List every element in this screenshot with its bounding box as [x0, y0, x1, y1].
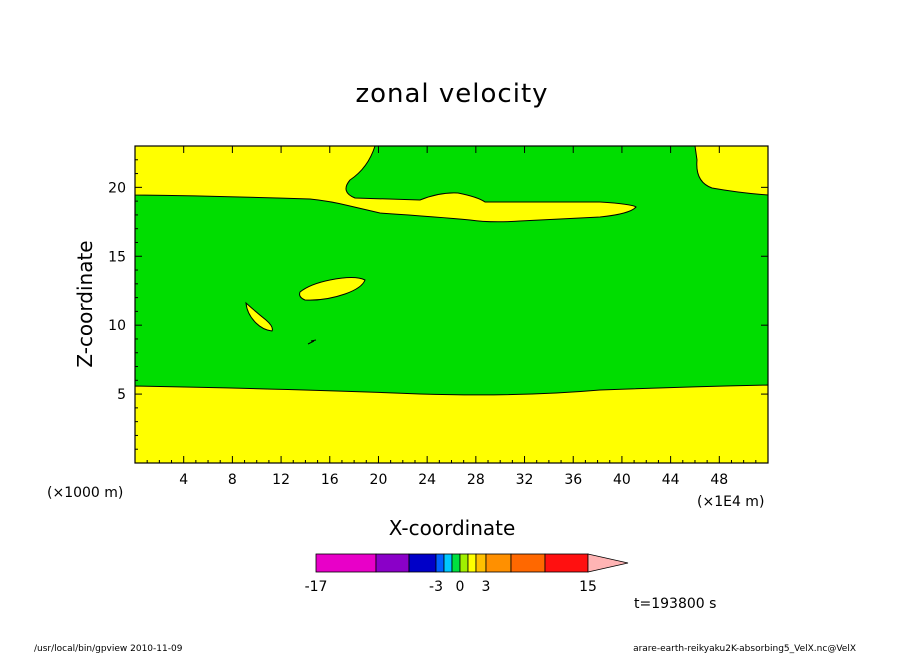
colorbar-tick-label: 15	[579, 579, 597, 595]
x-tick-label: 36	[564, 472, 582, 488]
x-tick-label: 4	[179, 472, 188, 488]
colorbar	[315, 553, 629, 573]
colorbar-segment	[315, 553, 377, 573]
colorbar-segment	[510, 553, 546, 573]
x-unit-left: (×1000 m)	[47, 485, 123, 501]
colorbar-segment	[544, 553, 589, 573]
chart-title: zonal velocity	[355, 79, 548, 109]
x-tick-label: 28	[467, 472, 485, 488]
lower-band-region	[134, 384, 769, 464]
x-tick-label: 12	[272, 472, 290, 488]
footer-left: /usr/local/bin/gpview 2010-11-09	[34, 644, 183, 654]
x-tick-label: 16	[321, 472, 339, 488]
time-label: t=193800 s	[634, 596, 716, 612]
y-tick-label: 20	[108, 180, 126, 196]
x-tick-label: 24	[418, 472, 436, 488]
colorbar-arrow	[587, 553, 629, 573]
colorbar-segment	[467, 553, 477, 573]
x-tick-labels: 4 8 12 16 20 24 28 32 36 40 44 48	[179, 472, 728, 488]
colorbar-segment	[443, 553, 453, 573]
y-axis-label: Z-coordinate	[73, 240, 97, 367]
colorbar-segment	[408, 553, 437, 573]
y-tick-label: 5	[117, 387, 126, 403]
y-tick-label: 10	[108, 318, 126, 334]
colorbar-segment	[459, 553, 469, 573]
y-tick-marks	[135, 159, 768, 450]
colorbar-tick-label: -3	[429, 579, 443, 595]
colorbar-tick-label: 0	[456, 579, 465, 595]
y-tick-labels: 5 10 15 20	[108, 180, 126, 403]
colorbar-segment	[485, 553, 512, 573]
tiny-contour-mark	[307, 339, 317, 345]
x-tick-label: 8	[228, 472, 237, 488]
colorbar-tick-label: -17	[305, 579, 328, 595]
y-tick-label: 15	[108, 249, 126, 265]
x-tick-label: 32	[516, 472, 534, 488]
colorbar-segment	[375, 553, 410, 573]
colorbar-segment	[451, 553, 461, 573]
colorbar-segment	[475, 553, 487, 573]
small-patch-1	[299, 277, 366, 301]
colorbar-segment	[435, 553, 445, 573]
upper-band-region	[134, 145, 769, 223]
x-tick-label: 20	[370, 472, 388, 488]
colorbar-labels: -17 -3 0 3 15	[305, 579, 597, 595]
footer-right: arare-earth-reikyaku2K-absorbing5_VelX.n…	[633, 644, 856, 654]
x-tick-label: 44	[662, 472, 680, 488]
small-patch-2	[245, 301, 273, 332]
x-axis-label: X-coordinate	[389, 516, 516, 540]
x-tick-label: 40	[613, 472, 631, 488]
x-unit-right: (×1E4 m)	[697, 494, 764, 510]
x-tick-marks	[146, 146, 757, 463]
colorbar-tick-label: 3	[482, 579, 491, 595]
x-tick-label: 48	[710, 472, 728, 488]
